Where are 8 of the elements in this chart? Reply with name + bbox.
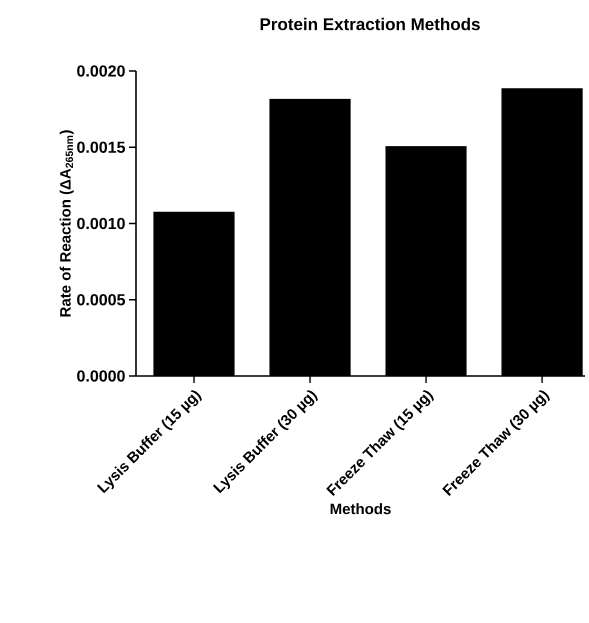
y-tick-label: 0.0015 bbox=[77, 142, 126, 153]
y-tick-label: 0.0000 bbox=[77, 370, 125, 382]
chart-title: Protein Extraction Methods bbox=[260, 18, 480, 30]
x-axis-title: Methods bbox=[330, 503, 391, 514]
y-tick-label: 0.0005 bbox=[77, 294, 126, 306]
y-tick-label: 0.0020 bbox=[77, 65, 125, 77]
y-tick-label: 0.0010 bbox=[77, 218, 125, 230]
y-axis-title: Rate of Reaction (ΔA$_{265nm}$) bbox=[60, 130, 74, 316]
